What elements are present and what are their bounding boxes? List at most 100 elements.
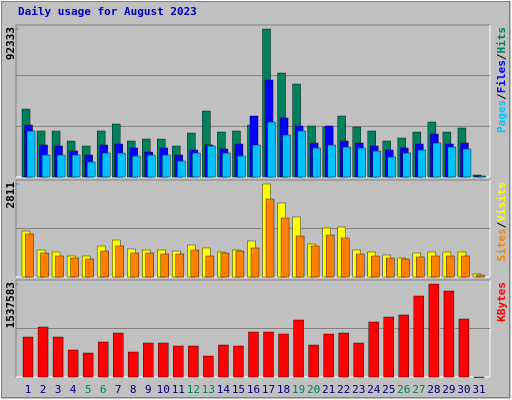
y-tick-label: 92333 bbox=[4, 27, 17, 60]
bar bbox=[372, 150, 381, 178]
x-tick-label: 15 bbox=[232, 383, 245, 396]
bar bbox=[267, 121, 276, 178]
bar bbox=[338, 332, 349, 378]
bar bbox=[26, 130, 36, 178]
bar bbox=[462, 148, 472, 178]
bar bbox=[52, 336, 64, 378]
bar bbox=[67, 349, 79, 378]
bar bbox=[222, 152, 231, 178]
bar bbox=[280, 217, 290, 278]
bar bbox=[398, 314, 410, 378]
bar bbox=[356, 253, 365, 278]
bar bbox=[386, 257, 395, 278]
bar bbox=[37, 326, 49, 378]
bar bbox=[357, 147, 366, 178]
bar bbox=[282, 134, 291, 178]
x-tick-label: 1 bbox=[25, 383, 32, 396]
x-tick-label: 25 bbox=[382, 383, 395, 396]
bar bbox=[203, 355, 214, 378]
x-tick-label: 26 bbox=[397, 383, 410, 396]
bar bbox=[82, 352, 94, 378]
bar bbox=[40, 252, 49, 278]
x-tick-label: 2 bbox=[40, 383, 47, 396]
bar bbox=[207, 145, 216, 178]
bar bbox=[327, 144, 336, 178]
bar bbox=[447, 146, 457, 178]
bar bbox=[340, 237, 350, 278]
bar bbox=[70, 257, 79, 278]
bar bbox=[22, 336, 34, 378]
bar bbox=[401, 258, 410, 278]
bar bbox=[128, 351, 139, 378]
bar bbox=[130, 252, 139, 278]
bar bbox=[101, 152, 111, 178]
y-tick-label: 2811 bbox=[4, 182, 17, 209]
x-tick-label: 8 bbox=[130, 383, 137, 396]
x-tick-label: 31 bbox=[472, 383, 485, 396]
bar bbox=[295, 235, 305, 278]
bar bbox=[85, 258, 94, 278]
legend: Sites/Visits bbox=[495, 182, 508, 262]
bar bbox=[431, 255, 440, 278]
x-tick-label: 20 bbox=[307, 383, 320, 396]
bar bbox=[353, 342, 364, 378]
bar bbox=[97, 341, 109, 378]
bar bbox=[342, 146, 351, 178]
legend-entry: Sites bbox=[495, 228, 508, 261]
x-tick-label: 19 bbox=[292, 383, 305, 396]
x-tick-label: 18 bbox=[277, 383, 290, 396]
legend-entry: Hits bbox=[495, 27, 508, 54]
bar bbox=[86, 161, 96, 178]
bar bbox=[458, 318, 470, 378]
x-tick-label: 5 bbox=[85, 383, 92, 396]
bar bbox=[263, 331, 274, 378]
bar bbox=[310, 245, 320, 278]
legend-entry: KBytes bbox=[495, 282, 508, 322]
bar bbox=[218, 344, 229, 378]
x-tick-label: 13 bbox=[202, 383, 215, 396]
bar bbox=[477, 175, 487, 178]
y-tick-label: 1537583 bbox=[4, 282, 17, 328]
bar bbox=[188, 345, 199, 378]
bar bbox=[265, 198, 275, 278]
bar bbox=[371, 255, 380, 278]
x-tick-label: 22 bbox=[337, 383, 350, 396]
legend-entry: Pages bbox=[495, 100, 508, 133]
bar bbox=[190, 249, 200, 278]
bar bbox=[252, 144, 261, 178]
x-tick-label: 7 bbox=[115, 383, 122, 396]
bar bbox=[443, 290, 455, 378]
bar bbox=[100, 250, 109, 278]
bar bbox=[248, 331, 259, 378]
bar bbox=[41, 154, 51, 178]
bar bbox=[71, 154, 81, 178]
bar bbox=[55, 255, 64, 278]
bar bbox=[235, 250, 245, 278]
x-tick-label: 27 bbox=[412, 383, 425, 396]
legend-entry: Visits bbox=[495, 182, 508, 222]
bar bbox=[112, 332, 124, 378]
bar bbox=[293, 319, 304, 378]
bar bbox=[158, 342, 169, 378]
bar bbox=[220, 252, 230, 278]
bar bbox=[461, 255, 470, 278]
bar bbox=[25, 233, 34, 278]
bar bbox=[323, 333, 334, 378]
bar bbox=[325, 234, 335, 278]
bar bbox=[145, 252, 154, 278]
legend-separator: / bbox=[495, 53, 508, 60]
bar bbox=[417, 149, 427, 178]
bar bbox=[402, 152, 412, 178]
x-tick-label: 16 bbox=[247, 383, 260, 396]
bar bbox=[297, 130, 306, 178]
x-tick-label: 9 bbox=[145, 383, 152, 396]
bar bbox=[237, 155, 246, 178]
bar bbox=[233, 345, 244, 378]
x-tick-label: 30 bbox=[457, 383, 470, 396]
bar bbox=[192, 152, 201, 178]
x-tick-label: 28 bbox=[427, 383, 440, 396]
bar bbox=[312, 147, 321, 178]
x-tick-label: 4 bbox=[70, 383, 77, 396]
x-tick-label: 3 bbox=[55, 383, 62, 396]
